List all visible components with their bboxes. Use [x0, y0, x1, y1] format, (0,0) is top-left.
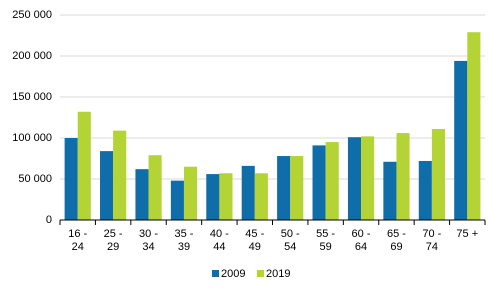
- bar: [113, 130, 127, 220]
- x-tick-label: 55 - 59: [316, 228, 336, 253]
- bar: [277, 156, 291, 220]
- bar: [431, 128, 445, 220]
- bar: [219, 173, 233, 220]
- y-tick-label: 100 000: [12, 132, 52, 144]
- x-tick-label: 25 - 29: [103, 228, 123, 253]
- bar: [418, 160, 432, 220]
- y-tick-label: 250 000: [12, 9, 52, 21]
- bar: [64, 138, 78, 220]
- bar: [183, 166, 198, 220]
- bar: [254, 173, 268, 220]
- bar: [396, 133, 410, 220]
- x-tick-label: 40 - 44: [209, 228, 229, 253]
- bar: [325, 142, 339, 220]
- bar: [241, 165, 255, 220]
- x-tick-label: 75 +: [456, 228, 479, 240]
- bar: [467, 32, 481, 220]
- y-tick-label: 0: [46, 214, 52, 226]
- bar: [383, 161, 397, 220]
- bar: [206, 174, 220, 220]
- bar: [347, 137, 362, 220]
- bar: [100, 151, 114, 220]
- y-tick-label: 150 000: [12, 91, 52, 103]
- bar: [135, 169, 149, 220]
- x-tick-label: 70 - 74: [422, 228, 442, 253]
- bar: [454, 60, 468, 220]
- legend-label: 2009: [221, 268, 245, 280]
- bar: [77, 111, 91, 220]
- x-tick-label: 30 - 34: [139, 228, 159, 253]
- bar: [361, 136, 375, 220]
- bar: [148, 155, 162, 220]
- x-tick-label: 50 - 54: [280, 228, 300, 253]
- x-tick-label: 16 - 24: [68, 228, 88, 253]
- bar: [290, 156, 304, 220]
- legend-label: 2019: [266, 268, 290, 280]
- bar: [312, 145, 326, 220]
- y-tick-label: 50 000: [18, 173, 52, 185]
- legend-swatch: [212, 270, 219, 277]
- x-tick-label: 35 - 39: [174, 228, 194, 253]
- x-tick-label: 60 - 64: [351, 228, 371, 253]
- bar: [170, 180, 184, 220]
- x-tick-label: 65 - 69: [386, 228, 406, 253]
- legend-swatch: [257, 270, 264, 277]
- y-tick-label: 200 000: [12, 50, 52, 62]
- x-tick-label: 45 - 49: [245, 228, 265, 253]
